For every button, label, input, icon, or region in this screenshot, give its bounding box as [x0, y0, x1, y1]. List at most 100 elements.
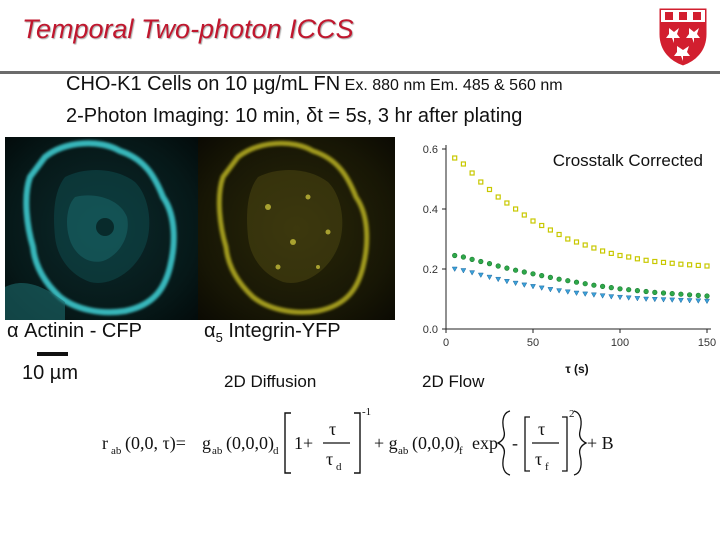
data-point-triangle — [556, 288, 563, 294]
data-point-triangle — [599, 293, 606, 299]
title-divider — [0, 71, 720, 74]
data-point-circle — [600, 283, 606, 289]
eq-g1-sub-d: d — [273, 445, 279, 457]
data-point-circle — [687, 292, 693, 298]
data-point-square — [469, 170, 475, 176]
chart-title: Crosstalk Corrected — [553, 151, 703, 170]
data-point-square — [512, 206, 519, 212]
data-point-triangle — [582, 291, 589, 297]
eq-g1: g — [202, 433, 211, 453]
data-point-square — [626, 254, 632, 260]
eq-tau-den-sub-1: d — [336, 461, 342, 473]
data-point-triangle — [634, 296, 641, 302]
data-point-circle — [539, 273, 545, 279]
subtitle-line-1: CHO-K1 Cells on 10 µg/mL FN Ex. 880 nm E… — [66, 73, 563, 96]
y-tick-label: 0.0 — [423, 324, 438, 336]
data-point-circle — [504, 265, 510, 271]
data-point-square — [660, 259, 667, 266]
data-point-circle — [582, 281, 588, 287]
y-tick-label: 0.6 — [423, 144, 438, 156]
data-point-square — [695, 262, 701, 269]
yfp-label-alpha: α — [204, 320, 216, 342]
mcgill-shield-icon — [655, 4, 711, 68]
data-point-circle — [469, 256, 475, 262]
data-point-square — [634, 256, 640, 262]
yfp-label: α5 Integrin-YFP — [204, 320, 341, 345]
subtitle-line-2: 2-Photon Imaging: 10 min, δt = 5s, 3 hr … — [66, 105, 523, 127]
eq-exponent-neg1: -1 — [362, 406, 371, 418]
data-point-triangle — [590, 292, 597, 298]
data-point-square — [669, 260, 675, 266]
eq-g2-sub: ab — [398, 445, 409, 457]
chart-axes — [445, 145, 711, 330]
eq-plus-g2: + g — [374, 433, 398, 453]
data-point-triangle — [704, 298, 710, 305]
data-point-circle — [626, 287, 632, 293]
data-point-square — [504, 200, 510, 206]
data-point-square — [687, 262, 693, 268]
data-point-triangle — [677, 297, 684, 304]
data-point-square — [539, 222, 545, 229]
subtitle-wavelengths: Ex. 880 nm Em. 485 & 560 nm — [340, 77, 563, 94]
cfp-image — [5, 137, 198, 320]
data-point-circle — [678, 291, 684, 297]
data-point-triangle — [651, 297, 658, 303]
x-tick-label: 50 — [527, 337, 539, 349]
data-point-triangle — [573, 290, 580, 297]
data-point-square — [600, 248, 606, 254]
data-point-circle — [512, 267, 519, 273]
eq-tau-num-1: τ — [329, 419, 336, 439]
data-point-triangle — [512, 280, 519, 287]
data-point-triangle — [669, 297, 676, 303]
data-point-triangle — [460, 268, 467, 274]
data-point-square — [530, 218, 536, 224]
yfp-image — [198, 137, 395, 320]
cfp-label: α Actinin - CFP — [7, 320, 142, 342]
correlation-chart: 0.0 0.2 0.4 0.6 0 50 100 150 Crosstalk Correcte… — [405, 137, 720, 382]
eq-tau-den-sub-2: f — [545, 461, 549, 473]
data-point-circle — [660, 290, 667, 296]
iccs-equation: r ab (0,0, τ)= g ab (0,0,0) d 1+ τ τ d -… — [100, 405, 625, 500]
data-point-square — [678, 261, 684, 267]
data-point-square — [573, 239, 580, 245]
data-point-triangle — [547, 287, 554, 293]
eq-bracket-left-1 — [284, 412, 291, 474]
data-point-square — [556, 231, 562, 238]
data-point-square — [591, 245, 597, 251]
data-point-square — [486, 186, 493, 193]
scale-bar — [37, 352, 68, 356]
data-point-triangle — [564, 289, 571, 295]
data-point-circle — [556, 276, 562, 282]
eq-tau-den-2: τ — [535, 449, 542, 469]
eq-tau-den-1: τ — [326, 449, 333, 469]
eq-exp: exp — [472, 433, 498, 453]
data-point-square — [565, 236, 571, 242]
eq-tau-num-2: τ — [538, 419, 545, 439]
slide-title: Temporal Two-photon ICCS — [22, 14, 354, 44]
data-point-circle — [669, 291, 675, 297]
eq-bracket-right-1 — [354, 412, 361, 474]
yfp-label-subscript: 5 — [215, 330, 223, 345]
data-point-square — [617, 252, 623, 259]
data-point-triangle — [660, 297, 667, 303]
data-point-square — [452, 155, 458, 161]
data-point-square — [582, 242, 588, 248]
data-point-square — [521, 212, 527, 218]
data-point-square — [643, 257, 649, 263]
data-point-circle — [695, 292, 701, 298]
data-point-circle — [634, 288, 640, 294]
eq-lhs-args: (0,0, τ)= — [125, 433, 186, 454]
data-point-triangle — [477, 272, 484, 279]
data-point-triangle — [643, 296, 650, 303]
data-point-circle — [591, 282, 597, 288]
data-point-circle — [495, 263, 501, 269]
data-point-triangle — [451, 266, 458, 273]
data-point-triangle — [521, 282, 528, 288]
data-point-circle — [486, 260, 493, 267]
data-point-circle — [460, 254, 467, 260]
data-point-triangle — [608, 294, 615, 300]
eq-brace-left — [496, 410, 511, 476]
x-tick-label: 150 — [698, 337, 716, 349]
data-point-circle — [565, 278, 571, 284]
chart-points — [451, 155, 710, 305]
